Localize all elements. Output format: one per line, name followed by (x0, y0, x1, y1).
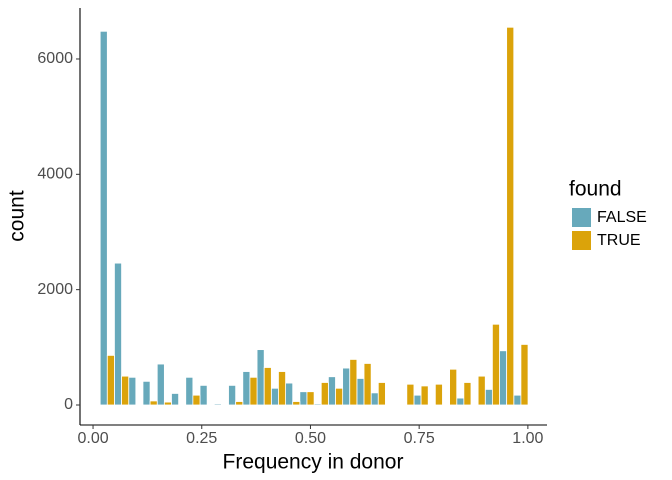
bar (249, 376, 258, 406)
bar (228, 384, 237, 406)
bar (285, 382, 294, 406)
bar (363, 363, 372, 406)
x-tick-label: 1.00 (512, 430, 543, 447)
bar (278, 371, 286, 406)
bar (434, 383, 443, 406)
legend-label: TRUE (597, 232, 641, 249)
bar (520, 344, 529, 406)
bar (370, 392, 379, 406)
bar (114, 262, 122, 406)
bar (156, 363, 165, 406)
y-tick-label: 0 (64, 396, 73, 413)
bar (327, 376, 336, 406)
bar (128, 376, 137, 406)
bar (185, 376, 194, 406)
bar (484, 389, 493, 406)
bar (477, 375, 486, 406)
bar (235, 401, 244, 406)
bar (263, 367, 272, 406)
bar (313, 403, 322, 406)
bar (213, 403, 222, 406)
bar (142, 380, 151, 406)
x-tick-label: 0.50 (295, 430, 326, 447)
y-tick-label: 6000 (37, 50, 73, 67)
legend-key (572, 231, 591, 250)
bar (299, 391, 308, 406)
legend-title: found (569, 178, 622, 201)
bar (171, 393, 180, 406)
bar (320, 382, 329, 406)
bar (106, 354, 115, 406)
bar (342, 367, 351, 406)
bar (513, 394, 522, 406)
x-axis-title: Frequency in donor (223, 451, 404, 474)
bar (121, 375, 130, 406)
bar (99, 30, 108, 406)
bar (377, 382, 386, 406)
bar (356, 378, 365, 406)
bar (463, 382, 472, 406)
x-tick-label: 0.00 (77, 430, 108, 447)
bar (456, 397, 465, 406)
x-tick-label: 0.75 (404, 430, 435, 447)
bar (242, 371, 251, 406)
bar (292, 401, 301, 406)
bar (413, 394, 422, 406)
bar (192, 394, 201, 406)
bar (149, 400, 158, 406)
x-tick-label: 0.25 (186, 430, 217, 447)
bar (335, 387, 344, 406)
bar (499, 350, 508, 406)
bar (306, 391, 315, 406)
bar (349, 359, 358, 406)
y-axis-title: count (6, 190, 29, 242)
bar (449, 368, 458, 406)
bar (420, 385, 429, 406)
bar (270, 387, 279, 406)
bar (491, 323, 500, 406)
bar (256, 349, 265, 406)
bar (506, 26, 515, 406)
y-tick-label: 4000 (37, 166, 73, 183)
bar (163, 401, 172, 406)
bar (199, 384, 208, 406)
bar (406, 383, 415, 406)
legend-key (572, 208, 591, 227)
legend-label: FALSE (597, 209, 647, 226)
y-tick-label: 2000 (37, 281, 73, 298)
